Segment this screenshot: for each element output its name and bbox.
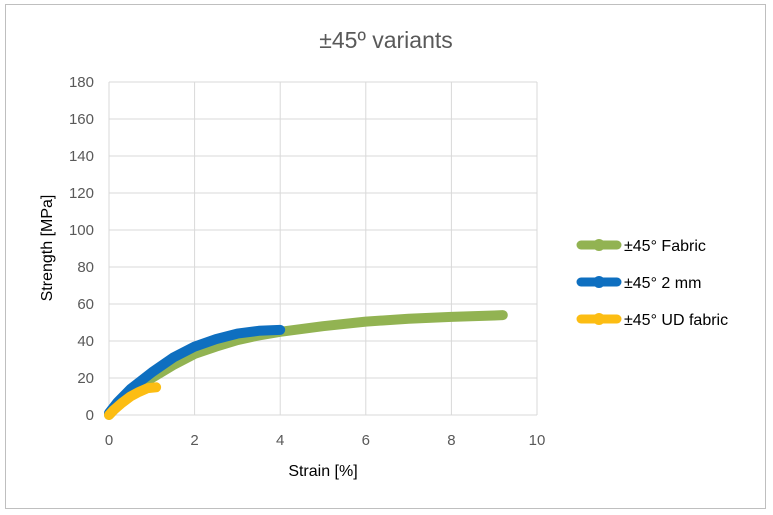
y-tick-label: 0 [86, 407, 94, 424]
y-tick-label: 80 [77, 259, 94, 276]
chart-title: ±45º variants [319, 27, 453, 53]
legend: ±45° Fabric ±45° 2 mm ±45° UD fabric [576, 238, 728, 329]
y-tick-label: 180 [69, 74, 94, 91]
y-tick-label: 20 [77, 370, 94, 387]
y-tick-label: 100 [69, 222, 94, 239]
x-tick-label: 6 [362, 432, 370, 449]
legend-label-2: ±45° UD fabric [624, 312, 728, 329]
grid [108, 81, 538, 416]
legend-label-1: ±45° 2 mm [624, 275, 701, 292]
legend-marker-2 [593, 313, 605, 325]
y-tick-label: 160 [69, 111, 94, 128]
legend-label-0: ±45° Fabric [624, 238, 706, 255]
y-axis-label: Strength [MPa] [39, 195, 56, 302]
plot-area [104, 310, 508, 420]
series-line-2 [104, 382, 162, 420]
x-axis-label: Strain [%] [288, 463, 357, 480]
legend-marker-0 [593, 239, 605, 251]
y-axis-ticks: 0 20 40 60 80 100 120 140 160 180 [69, 74, 94, 424]
chart-frame [5, 4, 766, 509]
x-tick-label: 4 [276, 432, 284, 449]
x-axis-ticks: 0 2 4 6 8 10 [105, 432, 546, 449]
x-tick-label: 0 [105, 432, 113, 449]
y-tick-label: 60 [77, 296, 94, 313]
x-tick-label: 10 [529, 432, 546, 449]
x-tick-label: 8 [447, 432, 455, 449]
x-tick-label: 2 [190, 432, 198, 449]
y-tick-label: 120 [69, 185, 94, 202]
y-tick-label: 40 [77, 333, 94, 350]
y-tick-label: 140 [69, 148, 94, 165]
legend-marker-1 [593, 276, 605, 288]
